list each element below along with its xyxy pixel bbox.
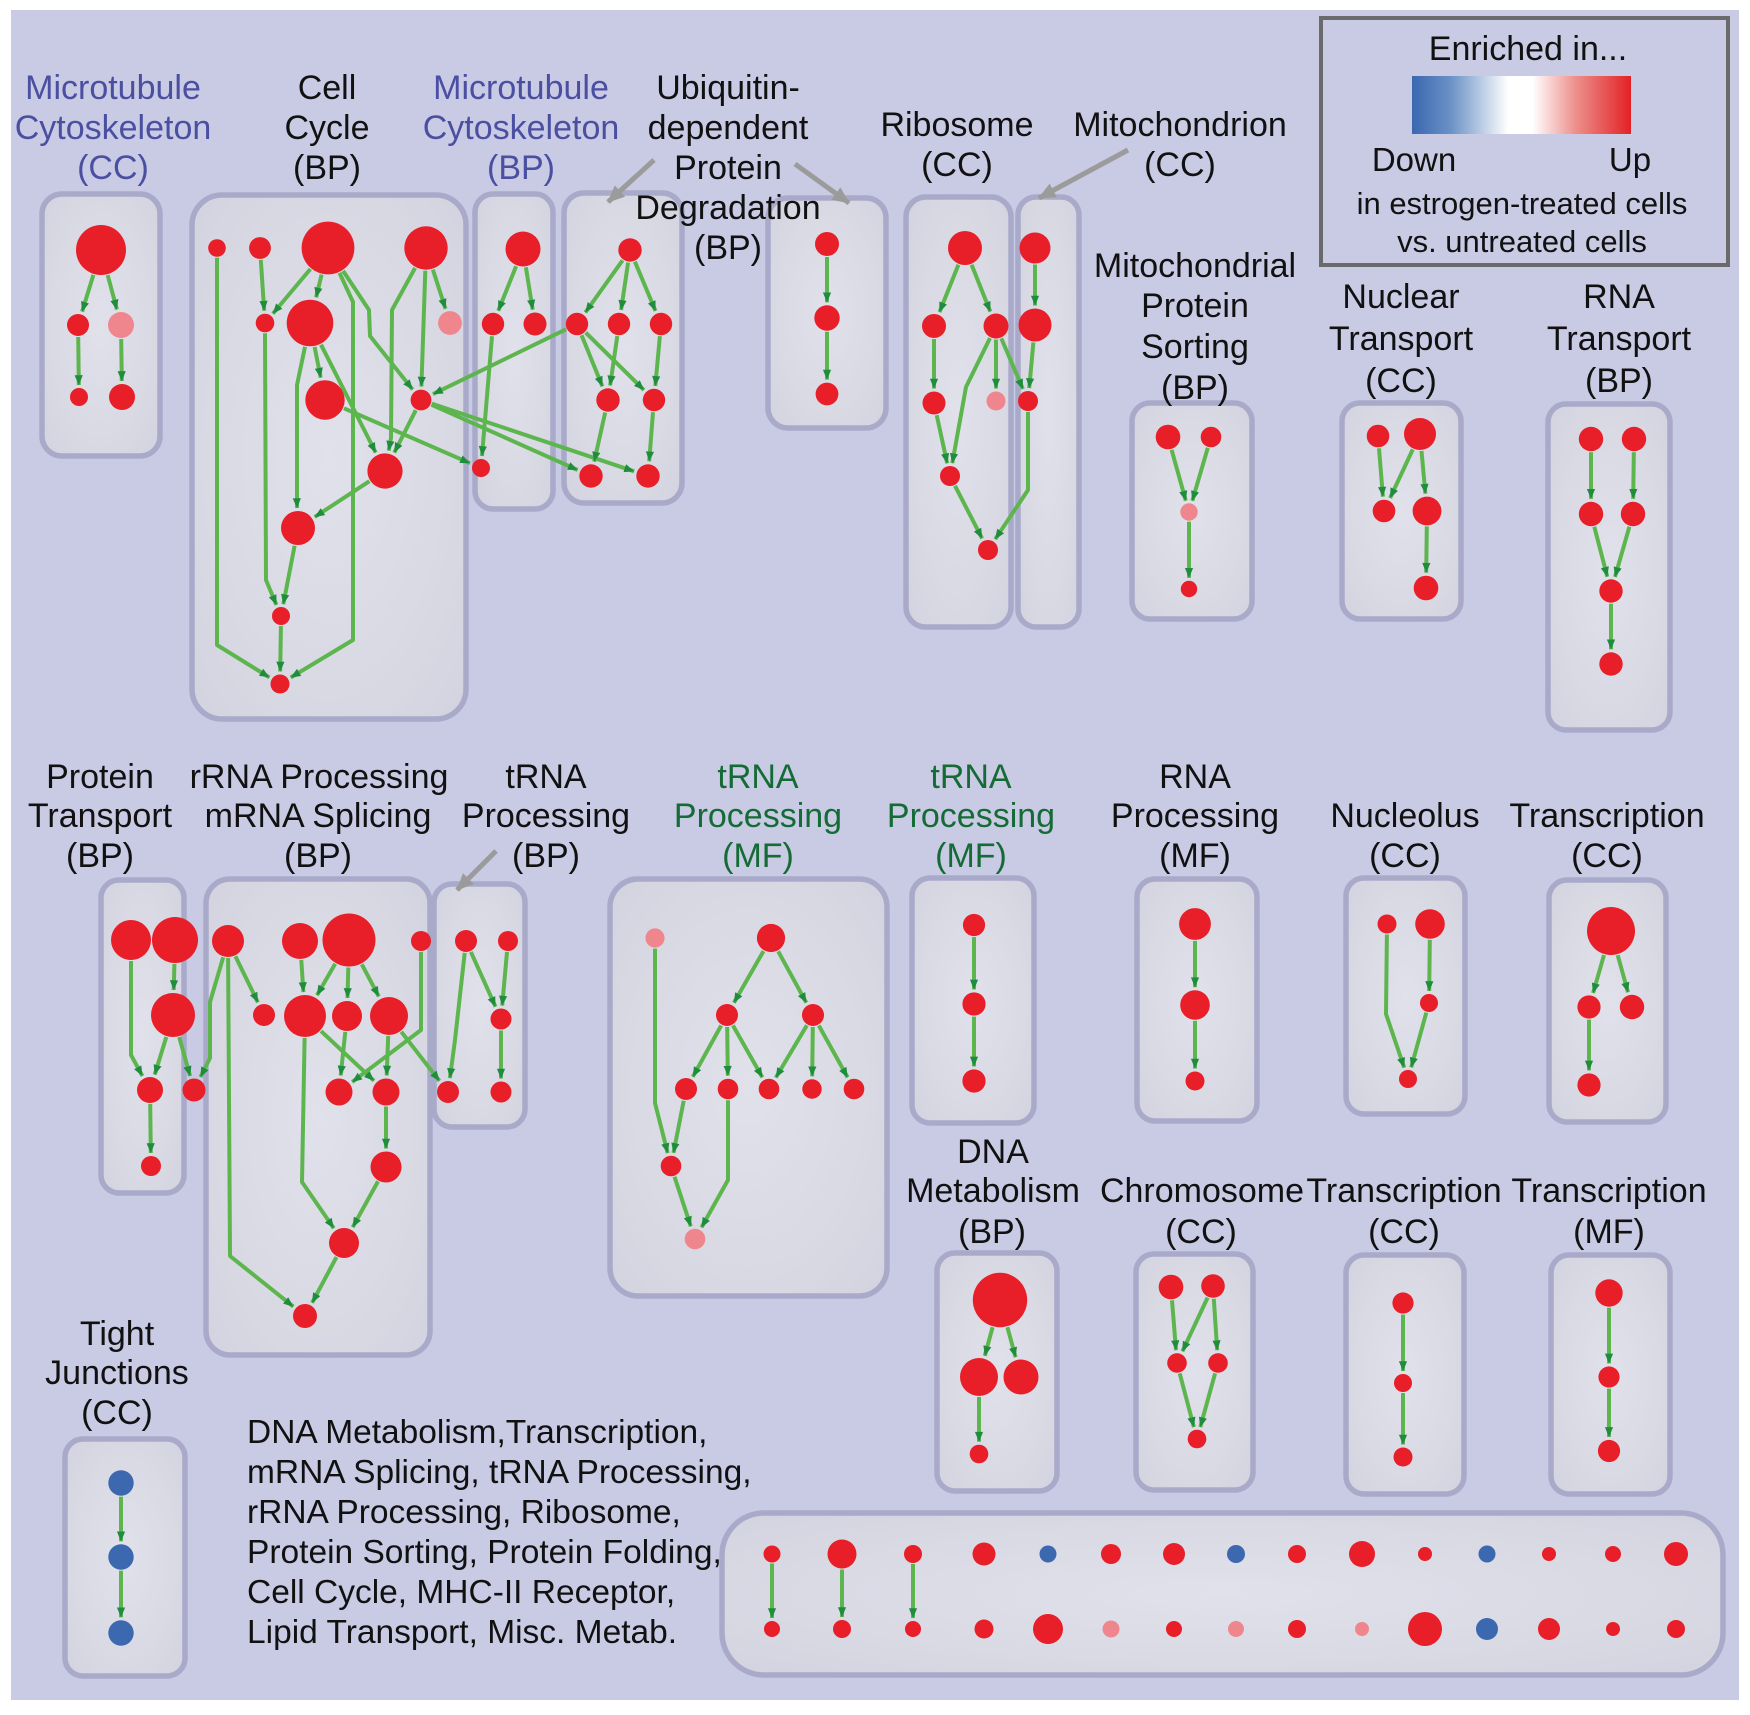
svg-text:Tight: Tight [80,1315,155,1353]
svg-text:(BP): (BP) [1161,369,1229,407]
svg-text:Cytoskeleton: Cytoskeleton [15,109,212,147]
svg-text:Metabolism: Metabolism [906,1172,1080,1210]
svg-text:Transcription: Transcription [1509,797,1704,835]
svg-text:tRNA: tRNA [930,758,1012,796]
svg-text:(CC): (CC) [1369,837,1441,875]
svg-text:Transport: Transport [1329,320,1474,358]
svg-text:Lipid Transport, Misc. Metab.: Lipid Transport, Misc. Metab. [247,1614,677,1651]
svg-text:Down: Down [1372,141,1456,178]
svg-text:(MF): (MF) [935,837,1007,875]
svg-text:RNA: RNA [1583,278,1655,316]
svg-text:Cell: Cell [298,69,357,107]
svg-text:Up: Up [1609,141,1651,178]
svg-text:(CC): (CC) [921,146,993,184]
svg-text:Mitochondrion: Mitochondrion [1073,106,1287,144]
svg-text:Cytoskeleton: Cytoskeleton [423,109,620,147]
svg-text:(CC): (CC) [1165,1213,1237,1251]
svg-text:(CC): (CC) [1571,837,1643,875]
svg-text:Ribosome: Ribosome [880,106,1033,144]
svg-text:Transport: Transport [28,797,173,835]
svg-text:Cell Cycle, MHC-II Receptor,: Cell Cycle, MHC-II Receptor, [247,1574,675,1611]
svg-text:DNA: DNA [957,1133,1029,1171]
svg-text:DNA Metabolism,Transcription,: DNA Metabolism,Transcription, [247,1414,707,1451]
svg-text:RNA: RNA [1159,758,1231,796]
svg-text:Protein Sorting, Protein Foldi: Protein Sorting, Protein Folding, [247,1534,722,1571]
svg-text:rRNA Processing: rRNA Processing [190,758,449,796]
svg-text:Mitochondrial: Mitochondrial [1094,247,1296,285]
svg-text:tRNA: tRNA [505,758,587,796]
svg-text:(CC): (CC) [1144,146,1216,184]
svg-text:Junctions: Junctions [45,1354,189,1392]
svg-text:dependent: dependent [648,109,809,147]
svg-text:(MF): (MF) [1159,837,1231,875]
svg-text:Nucleolus: Nucleolus [1330,797,1479,835]
svg-text:(CC): (CC) [77,149,149,187]
svg-text:Chromosome: Chromosome [1100,1172,1304,1210]
svg-text:Nuclear: Nuclear [1342,278,1459,316]
svg-text:vs. untreated cells: vs. untreated cells [1397,224,1647,259]
svg-text:(BP): (BP) [293,149,361,187]
svg-text:Cycle: Cycle [284,109,369,147]
svg-text:(BP): (BP) [958,1213,1026,1251]
svg-text:(MF): (MF) [1573,1213,1645,1251]
svg-text:(MF): (MF) [722,837,794,875]
svg-text:Sorting: Sorting [1141,328,1249,366]
svg-text:(CC): (CC) [1365,362,1437,400]
svg-text:Ubiquitin-: Ubiquitin- [656,69,800,107]
svg-text:Microtubule: Microtubule [25,69,201,107]
svg-text:(BP): (BP) [66,837,134,875]
svg-text:(CC): (CC) [1368,1213,1440,1251]
svg-text:Transcription: Transcription [1306,1172,1501,1210]
svg-text:Processing: Processing [1111,797,1279,835]
svg-text:Degradation: Degradation [635,189,820,227]
svg-text:tRNA: tRNA [717,758,799,796]
svg-text:(BP): (BP) [1585,362,1653,400]
svg-text:Microtubule: Microtubule [433,69,609,107]
svg-text:Transport: Transport [1547,320,1692,358]
svg-text:Processing: Processing [674,797,842,835]
svg-text:in estrogen-treated cells: in estrogen-treated cells [1357,186,1688,221]
svg-text:Protein: Protein [46,758,154,796]
svg-text:Processing: Processing [462,797,630,835]
svg-text:Enriched in...: Enriched in... [1429,30,1627,68]
svg-text:(CC): (CC) [81,1394,153,1432]
svg-text:Processing: Processing [887,797,1055,835]
svg-text:Protein: Protein [1141,287,1249,325]
svg-text:(BP): (BP) [512,837,580,875]
svg-text:rRNA Processing, Ribosome,: rRNA Processing, Ribosome, [247,1494,681,1531]
svg-text:mRNA Splicing: mRNA Splicing [205,797,432,835]
svg-text:Transcription: Transcription [1511,1172,1706,1210]
svg-text:mRNA Splicing, tRNA Processing: mRNA Splicing, tRNA Processing, [247,1454,752,1491]
svg-text:Protein: Protein [674,149,782,187]
svg-text:(BP): (BP) [284,837,352,875]
svg-text:(BP): (BP) [487,149,555,187]
svg-text:(BP): (BP) [694,229,762,267]
